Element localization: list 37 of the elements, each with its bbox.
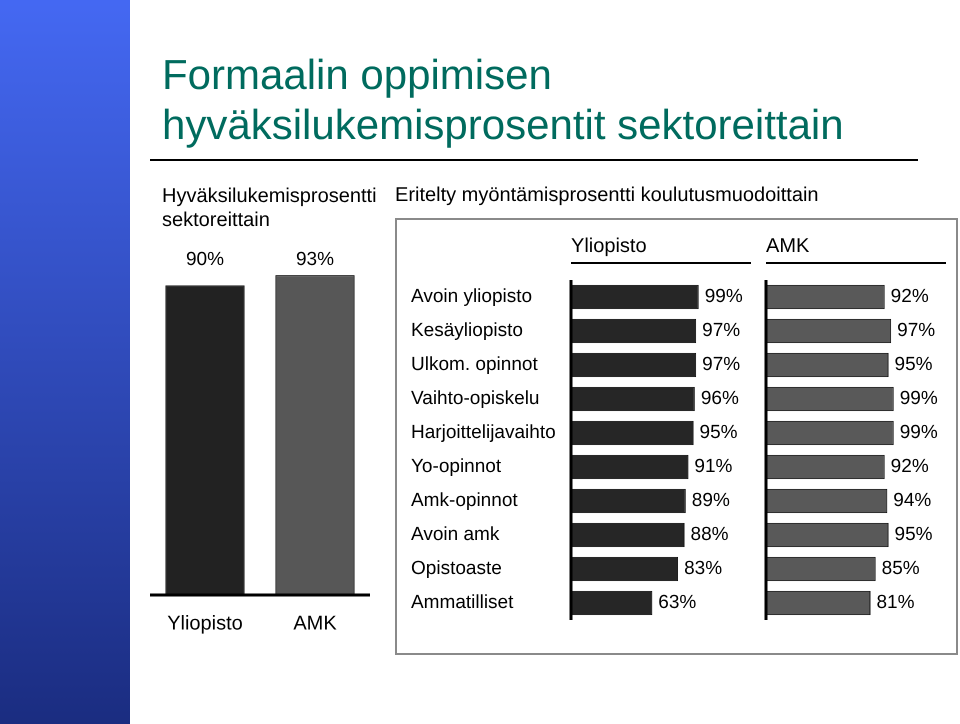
data-label: 95% [894, 524, 933, 546]
data-label: 93% [296, 248, 334, 270]
text: Formaalin oppimisen hyväksilukemisprosentit sektoreittain [162, 51, 844, 148]
chart-subtitle: Yliopisto [571, 235, 647, 257]
data-label: 83% [684, 558, 722, 580]
data-label: 97% [702, 320, 740, 342]
data-label: 88% [690, 524, 729, 546]
data-label: 63% [658, 592, 696, 614]
data-label: 89% [692, 490, 730, 512]
data-label: 94% [893, 490, 932, 512]
chart-title: Eritelty myöntämisprosentti koulutusmuodoittain [395, 184, 819, 206]
data-label: 97% [897, 320, 936, 342]
y-tick-label: Yo-opinnot [411, 456, 502, 478]
y-tick-label: Ammatilliset [411, 592, 514, 614]
chart-subtitle: Hyväksilukemisprosentti sektoreittain [162, 185, 377, 231]
y-tick-label: Avoin yliopisto [411, 286, 532, 308]
y-tick-label: Vaihto-opiskelu [411, 388, 540, 410]
y-tick-label: Avoin amk [411, 524, 500, 546]
data-label: 95% [700, 422, 738, 444]
y-tick-label: Harjoittelijavaihto [411, 422, 556, 444]
data-label: 99% [900, 388, 938, 410]
data-label: 97% [702, 354, 740, 376]
data-label: 92% [890, 286, 929, 308]
data-label: 91% [694, 456, 733, 478]
y-tick-label: Kesäyliopisto [411, 320, 523, 342]
data-label: 95% [894, 354, 933, 376]
data-label: 92% [890, 456, 929, 478]
chart-title: AMK [766, 235, 810, 257]
data-label: 81% [876, 592, 915, 614]
data-label: 99% [704, 286, 743, 308]
y-tick-label: Opistoaste [411, 558, 502, 580]
y-tick-label: Amk-opinnot [411, 490, 518, 512]
data-label: 85% [882, 558, 920, 580]
y-tick-label: Ulkom. opinnot [411, 354, 538, 376]
data-label: 96% [700, 388, 739, 410]
data-label: 99% [900, 422, 938, 444]
data-label: 90% [186, 248, 224, 270]
